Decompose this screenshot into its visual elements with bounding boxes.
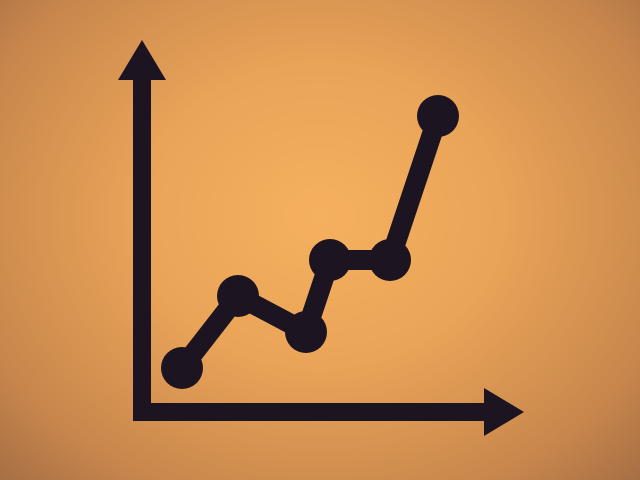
data-point-6: [417, 95, 459, 137]
data-point-3: [285, 311, 327, 353]
chart-axes: [118, 40, 524, 436]
chart-series: [161, 95, 459, 389]
x-axis-arrowhead: [484, 388, 524, 436]
data-point-1: [161, 347, 203, 389]
data-point-2: [217, 275, 259, 317]
y-axis-arrowhead: [118, 40, 166, 80]
data-point-4: [309, 239, 351, 281]
data-point-5: [369, 239, 411, 281]
